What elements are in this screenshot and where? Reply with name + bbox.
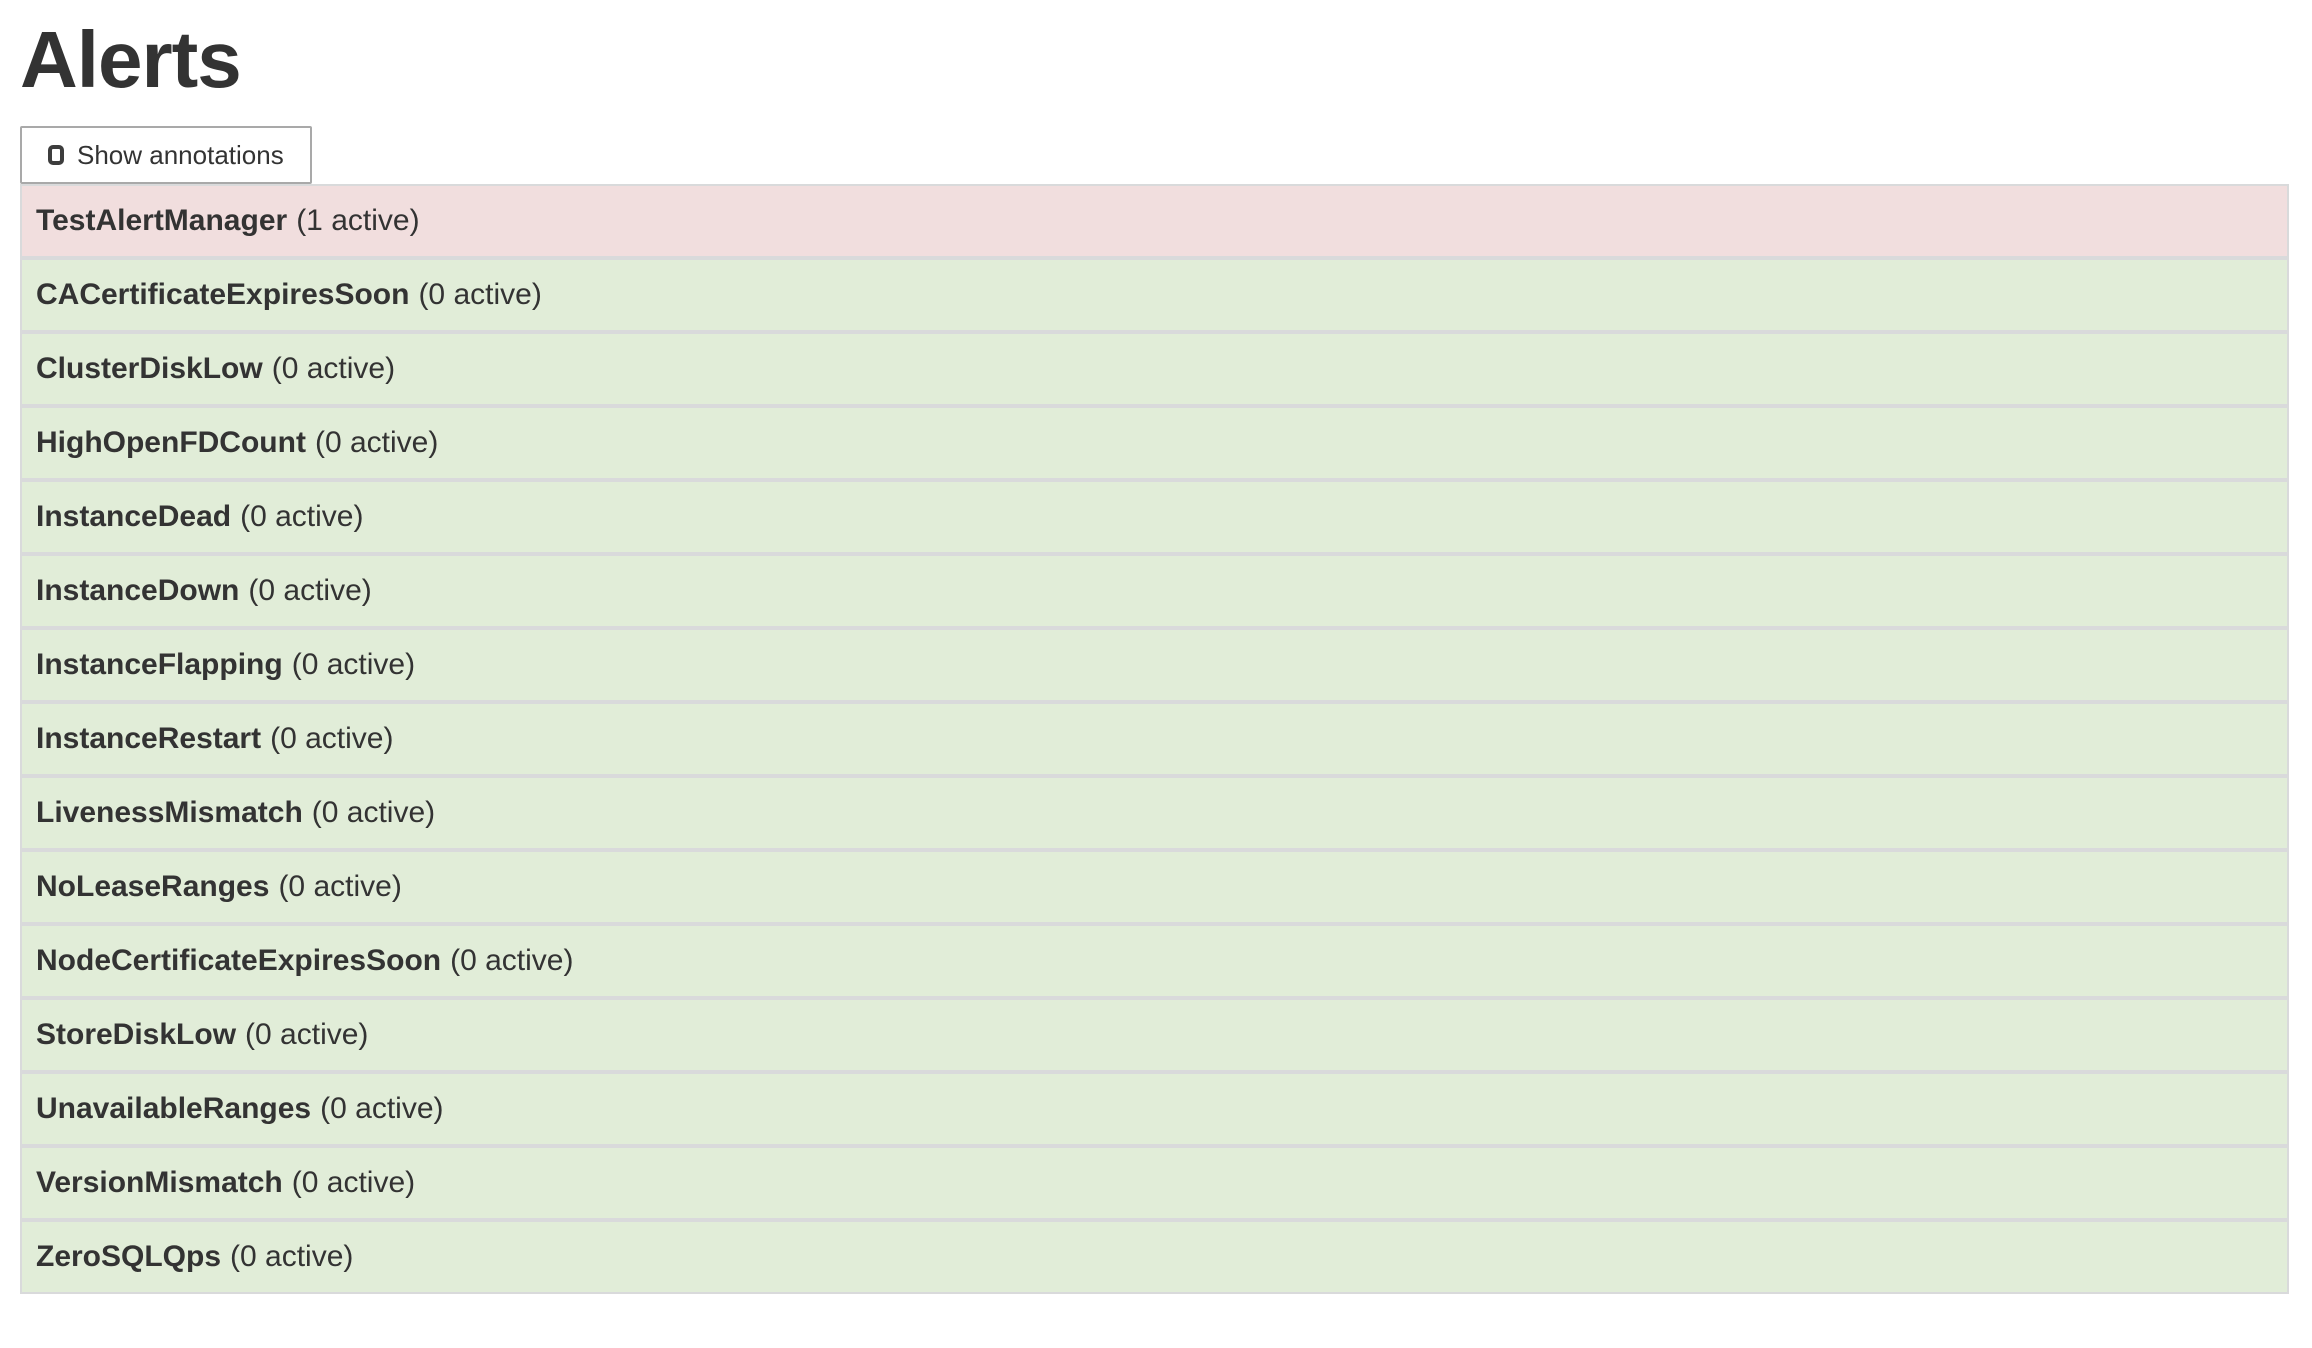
alert-active-count: (0 active): [271, 352, 396, 385]
alert-name: ZeroSQLQps: [36, 1240, 222, 1273]
alert-name: NodeCertificateExpiresSoon: [36, 944, 442, 977]
alert-row[interactable]: InstanceDead (0 active): [20, 480, 2289, 554]
alert-active-count: (0 active): [245, 1018, 369, 1051]
alert-name: StoreDiskLow: [36, 1018, 237, 1051]
alert-active-count: (0 active): [450, 944, 574, 977]
alert-active-count: (0 active): [291, 1166, 416, 1199]
alerts-page: Alerts Show annotations TestAlertManager…: [20, 16, 2289, 1294]
alert-row[interactable]: LivenessMismatch (0 active): [20, 776, 2289, 850]
alert-row[interactable]: VersionMismatch (0 active): [20, 1146, 2289, 1220]
page-title: Alerts: [20, 15, 242, 104]
alert-active-count: (0 active): [320, 1092, 444, 1125]
alert-list: TestAlertManager (1 active) CACertificat…: [20, 184, 2289, 1294]
alert-active-count: (1 active): [296, 204, 420, 237]
alert-name: NoLeaseRanges: [36, 870, 270, 903]
alert-active-count: (0 active): [270, 722, 394, 755]
alert-active-count: (0 active): [314, 426, 439, 459]
alert-row[interactable]: InstanceRestart (0 active): [20, 702, 2289, 776]
alert-name: HighOpenFDCount: [36, 426, 306, 459]
alert-name: ClusterDiskLow: [36, 352, 263, 385]
alert-row[interactable]: StoreDiskLow (0 active): [20, 998, 2289, 1072]
alert-name: InstanceDead: [36, 500, 232, 533]
alert-name: InstanceDown: [36, 574, 240, 607]
alert-row[interactable]: NoLeaseRanges (0 active): [20, 850, 2289, 924]
alert-name: InstanceRestart: [36, 722, 262, 755]
alert-active-count: (0 active): [240, 500, 364, 533]
alert-row[interactable]: ClusterDiskLow (0 active): [20, 332, 2289, 406]
alert-active-count: (0 active): [291, 648, 416, 681]
alert-row[interactable]: TestAlertManager (1 active): [20, 184, 2289, 258]
alert-row[interactable]: CACertificateExpiresSoon (0 active): [20, 258, 2289, 332]
show-annotations-button[interactable]: Show annotations: [20, 126, 312, 184]
alert-name: CACertificateExpiresSoon: [36, 278, 410, 311]
show-annotations-label: Show annotations: [77, 139, 284, 170]
alert-name: UnavailableRanges: [36, 1092, 312, 1125]
alert-active-count: (0 active): [278, 870, 402, 903]
alert-name: InstanceFlapping: [36, 648, 283, 681]
alert-active-count: (0 active): [418, 278, 542, 311]
alert-active-count: (0 active): [230, 1240, 354, 1273]
alert-row[interactable]: ZeroSQLQps (0 active): [20, 1220, 2289, 1294]
alert-active-count: (0 active): [311, 796, 436, 829]
alert-active-count: (0 active): [248, 574, 372, 607]
alert-row[interactable]: UnavailableRanges (0 active): [20, 1072, 2289, 1146]
alert-name: VersionMismatch: [36, 1166, 283, 1199]
show-annotations-checkbox[interactable]: [48, 145, 64, 165]
alert-row[interactable]: HighOpenFDCount (0 active): [20, 406, 2289, 480]
alert-row[interactable]: InstanceDown (0 active): [20, 554, 2289, 628]
alert-row[interactable]: InstanceFlapping (0 active): [20, 628, 2289, 702]
alert-name: TestAlertManager: [36, 204, 288, 237]
alert-name: LivenessMismatch: [36, 796, 303, 829]
alert-row[interactable]: NodeCertificateExpiresSoon (0 active): [20, 924, 2289, 998]
